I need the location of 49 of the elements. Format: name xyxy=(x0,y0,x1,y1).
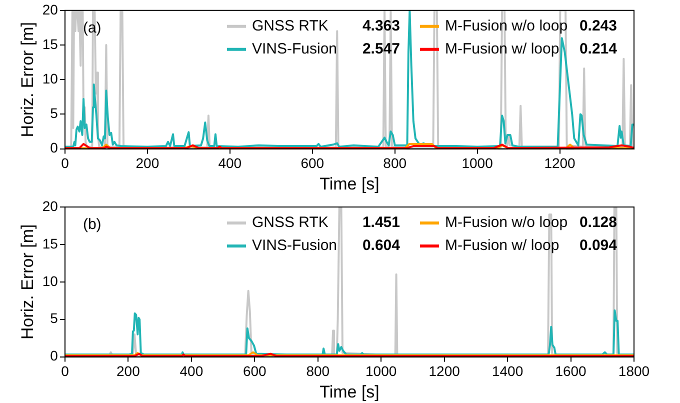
x-tick-label: 800 xyxy=(383,155,407,172)
legend-label: M-Fusion w/ loop xyxy=(445,237,560,254)
y-tick-label: 20 xyxy=(42,1,58,18)
y-axis-title: Horiz. Error [m] xyxy=(18,224,37,340)
y-tick-label: 10 xyxy=(42,70,58,86)
y-tick-label: 15 xyxy=(42,36,58,52)
legend-label: VINS-Fusion xyxy=(252,237,338,254)
y-tick-label: 0 xyxy=(50,140,58,156)
x-tick-label: 1400 xyxy=(492,363,524,380)
annotation: 4.363 xyxy=(362,18,400,35)
x-tick-label: 200 xyxy=(136,155,160,172)
legend-label: VINS-Fusion xyxy=(252,40,338,58)
annotation: 0.604 xyxy=(362,237,401,254)
annotation: 1.451 xyxy=(362,214,400,232)
y-tick-label: 5 xyxy=(50,105,58,122)
x-axis-title: Time [s] xyxy=(320,174,380,194)
y-tick-label: 20 xyxy=(42,198,58,214)
x-tick-label: 0 xyxy=(61,155,70,172)
x-tick-label: 400 xyxy=(218,155,242,172)
annotation: 0.214 xyxy=(579,40,618,58)
annotation: 0.128 xyxy=(579,214,617,232)
x-tick-label: 600 xyxy=(300,155,324,172)
x-tick-label: 800 xyxy=(306,363,330,380)
legend-label: M-Fusion w/ loop xyxy=(445,40,560,58)
legend-label: M-Fusion w/o loop xyxy=(445,214,568,232)
x-axis-title: Time [s] xyxy=(320,382,380,402)
annotation: 0.243 xyxy=(579,18,617,35)
annotation: 0.094 xyxy=(579,237,618,254)
y-axis-title: Horiz. Error [m] xyxy=(18,22,37,138)
x-tick-label: 1200 xyxy=(544,155,576,172)
x-tick-label: 0 xyxy=(61,363,70,380)
x-tick-label: 600 xyxy=(242,363,267,380)
x-tick-label: 1200 xyxy=(428,363,460,380)
x-tick-label: 1800 xyxy=(618,363,650,380)
y-tick-label: 10 xyxy=(42,272,58,289)
y-tick-label: 15 xyxy=(42,235,58,252)
legend-label: M-Fusion w/o loop xyxy=(445,18,568,35)
x-tick-label: 400 xyxy=(180,363,204,380)
legend-label: GNSS RTK xyxy=(252,18,328,35)
x-tick-label: 200 xyxy=(116,363,140,380)
legend-label: GNSS RTK xyxy=(252,214,328,232)
annotation: (a) xyxy=(82,20,102,37)
x-tick-label: 1000 xyxy=(462,155,494,172)
x-tick-label: 1600 xyxy=(555,363,587,380)
x-tick-label: 1000 xyxy=(366,363,397,380)
annotation: (b) xyxy=(82,216,102,234)
y-tick-label: 5 xyxy=(50,310,58,326)
y-tick-label: 0 xyxy=(50,348,58,364)
annotation: 2.547 xyxy=(362,40,400,58)
